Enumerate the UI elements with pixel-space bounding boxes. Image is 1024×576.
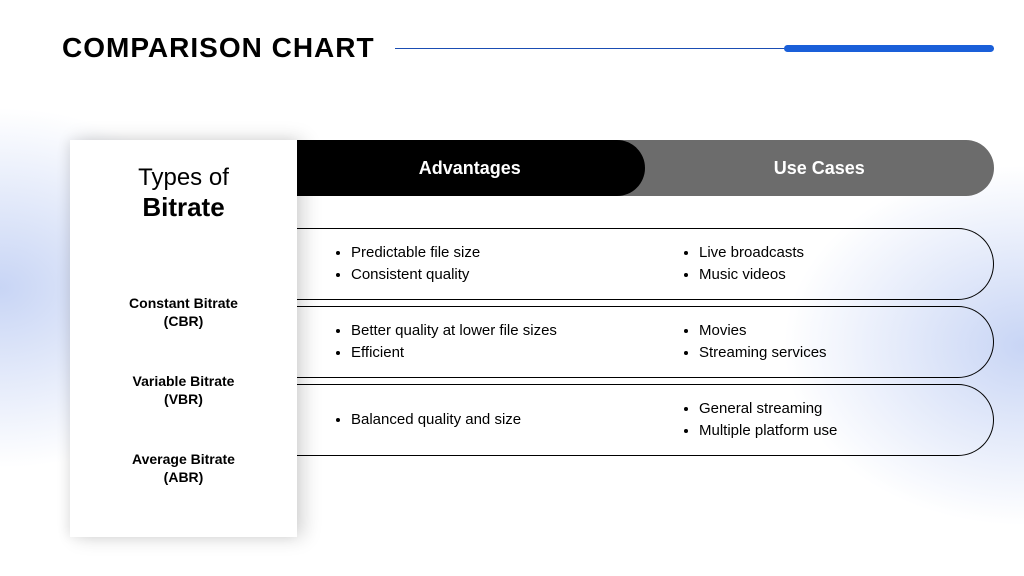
list-item: Efficient	[351, 342, 645, 365]
row-label-line: (ABR)	[88, 468, 279, 486]
data-area: Advantages Use Cases Predictable file si…	[297, 140, 994, 462]
column-header-advantages: Advantages	[295, 140, 645, 196]
row-label-cbr: Constant Bitrate (CBR)	[70, 273, 297, 351]
title-divider	[395, 44, 994, 52]
row-label-line: Variable Bitrate	[88, 372, 279, 390]
cell-advantages: Better quality at lower file sizes Effic…	[297, 320, 645, 365]
list-item: Balanced quality and size	[351, 409, 645, 432]
table-row: Better quality at lower file sizes Effic…	[297, 306, 994, 378]
row-label-line: (CBR)	[88, 312, 279, 330]
content-area: Types of Bitrate Constant Bitrate (CBR) …	[70, 140, 994, 537]
cell-usecases: Live broadcasts Music videos	[645, 242, 993, 287]
list-item: Live broadcasts	[699, 242, 993, 265]
list-item: Movies	[699, 320, 993, 343]
table-row: Predictable file size Consistent quality…	[297, 228, 994, 300]
table-row: Balanced quality and size General stream…	[297, 384, 994, 456]
column-header-pill: Advantages Use Cases	[295, 140, 994, 196]
row-label-vbr: Variable Bitrate (VBR)	[70, 351, 297, 429]
divider-accent	[784, 45, 994, 52]
page-title: COMPARISON CHART	[62, 32, 375, 64]
row-label-line: Average Bitrate	[88, 450, 279, 468]
cell-advantages: Predictable file size Consistent quality	[297, 242, 645, 287]
list-item: General streaming	[699, 398, 993, 421]
panel-title: Types of Bitrate	[70, 160, 297, 223]
row-label-abr: Average Bitrate (ABR)	[70, 429, 297, 507]
list-item: Predictable file size	[351, 242, 645, 265]
panel-title-bottom: Bitrate	[90, 192, 277, 223]
list-item: Better quality at lower file sizes	[351, 320, 645, 343]
list-item: Music videos	[699, 264, 993, 287]
cell-usecases: General streaming Multiple platform use	[645, 398, 993, 443]
panel-title-top: Types of	[90, 164, 277, 192]
row-label-line: Constant Bitrate	[88, 294, 279, 312]
cell-usecases: Movies Streaming services	[645, 320, 993, 365]
page-header: COMPARISON CHART	[62, 32, 994, 64]
row-label-line: (VBR)	[88, 390, 279, 408]
list-item: Consistent quality	[351, 264, 645, 287]
types-panel: Types of Bitrate Constant Bitrate (CBR) …	[70, 140, 297, 537]
column-header-usecases: Use Cases	[617, 140, 995, 196]
list-item: Multiple platform use	[699, 420, 993, 443]
list-item: Streaming services	[699, 342, 993, 365]
cell-advantages: Balanced quality and size	[297, 409, 645, 432]
